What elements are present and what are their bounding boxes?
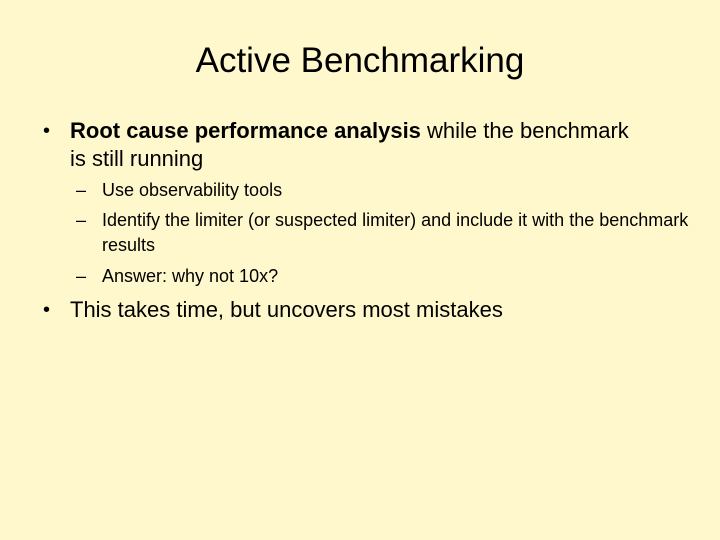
sub-bullet-marker: –	[76, 210, 87, 230]
sub-bullet-marker: –	[76, 180, 87, 200]
sub-bullet-answer: – Answer: why not 10x?	[76, 264, 692, 289]
bullet-takes-time: • This takes time, but uncovers most mis…	[43, 296, 630, 324]
bullet-root-cause: • Root cause performance analysis while …	[43, 117, 630, 173]
sub-bullet-text: Answer: why not 10x?	[102, 266, 279, 286]
sub-bullet-text: Use observability tools	[102, 180, 283, 200]
sub-bullet-observability: – Use observability tools	[76, 178, 692, 203]
slide-title: Active Benchmarking	[195, 41, 525, 80]
bullet-marker: •	[43, 120, 51, 142]
bullet-text: while the benchmark is still running	[70, 118, 629, 171]
bullet-marker: •	[43, 299, 51, 321]
sub-bullet-marker: –	[76, 266, 87, 286]
bullet-bold-text: Root cause performance analysis	[70, 118, 421, 143]
sub-bullet-text: Identify the limiter (or suspected limit…	[102, 210, 689, 255]
sub-bullet-limiter: – Identify the limiter (or suspected lim…	[76, 208, 692, 258]
bullet-text: This takes time, but uncovers most mista…	[70, 297, 503, 322]
